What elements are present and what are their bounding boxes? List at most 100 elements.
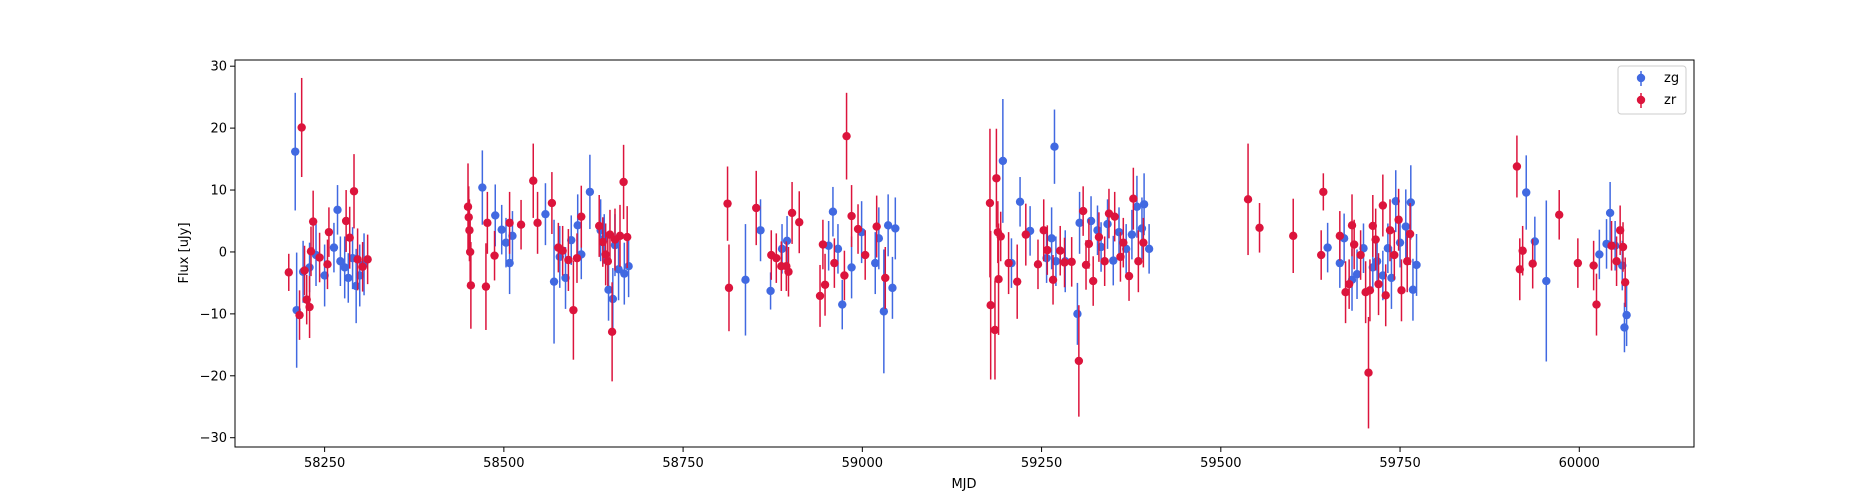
point-zr [341,216,351,226]
point-zg [344,273,353,283]
point-zr [1043,245,1052,255]
point-zr [1589,261,1598,270]
point-zr [1289,231,1298,241]
point-zr [840,271,849,280]
point-zr [297,123,306,132]
point-zr [1074,356,1084,366]
point-zr [1012,277,1022,286]
point-zr [349,187,359,196]
point-zg [891,224,900,233]
point-zr [994,274,1003,284]
point-zr [1088,276,1098,286]
point-zg [1412,260,1421,270]
legend-zg-marker [1636,73,1646,83]
point-zg [883,221,893,230]
point-zr [569,305,578,315]
legend-zr-label: zr [1664,93,1677,108]
point-zr [1390,250,1399,260]
point-zg [1359,244,1368,253]
point-zg [1595,250,1604,259]
point-zg [508,231,517,241]
point-zr [1607,241,1616,250]
legend-zr-marker [1636,95,1646,105]
x-axis-label: MJD [951,477,976,492]
point-zr [306,247,316,256]
point-zr [1255,223,1264,233]
point-zr [853,224,863,234]
point-zr [533,218,542,228]
point-zr [795,218,804,227]
point-zg [614,265,623,274]
point-zr [1347,221,1357,230]
point-zg [888,283,897,293]
point-zr [1385,226,1395,235]
point-zr [324,227,334,237]
point-zg [336,257,345,266]
legend-box [1617,65,1687,115]
point-zr [772,253,781,263]
point-zr [466,281,476,290]
point-zr [1365,286,1375,295]
y-tick-label: −10 [200,307,227,322]
point-zr [1381,291,1390,300]
point-zr [315,253,324,262]
point-zg [1406,198,1416,207]
point-zr [300,266,309,275]
point-zg [874,234,884,243]
point-zg [756,226,765,235]
point-zg [879,307,889,316]
point-zg [497,225,506,234]
legend-entry-zg: zg [1636,71,1679,86]
point-zr [1620,278,1630,287]
point-zr [881,273,890,283]
point-zr [1528,259,1537,268]
y-tick-label: −20 [200,369,227,384]
point-zr [1067,257,1076,267]
point-zg [567,235,576,245]
point-zg [1378,271,1388,280]
point-zg [320,271,329,280]
point-zg [1139,200,1149,209]
point-zg [1015,197,1025,206]
point-zg [1522,188,1531,197]
point-zg [1352,270,1362,279]
point-zr [363,255,372,264]
point-zr [1405,229,1415,239]
point-zr [818,240,828,249]
point-zr [358,262,367,272]
x-tick-label: 58500 [483,456,524,471]
point-zr [558,246,567,255]
point-zr [1124,271,1134,281]
point-zr [529,176,538,185]
point-zr [1364,368,1373,377]
point-zg [1391,196,1400,206]
point-zg [333,205,342,215]
point-zr [787,208,797,218]
point-zg [1542,276,1551,286]
point-zr [481,282,491,291]
point-zg [620,269,629,278]
point-zr [784,267,793,276]
x-tick-label: 59000 [842,456,883,471]
point-zg [1530,237,1540,246]
point-zr [815,291,825,301]
series-zr [284,77,1630,429]
point-zr [505,218,514,228]
point-zg [1047,234,1056,243]
point-zr [1374,279,1383,289]
point-zg [573,221,582,230]
point-zr [830,258,839,268]
point-zr [1119,238,1128,247]
point-zr [345,233,354,242]
point-zg [1114,227,1124,237]
point-zr [1100,257,1109,266]
point-zr [564,255,573,265]
x-tick-label: 58250 [304,456,345,471]
point-zr [1394,215,1403,224]
point-zg [766,286,775,296]
point-zr [723,199,732,208]
point-zr [1403,257,1412,266]
point-zr [1335,231,1345,241]
point-zr [1048,275,1058,285]
